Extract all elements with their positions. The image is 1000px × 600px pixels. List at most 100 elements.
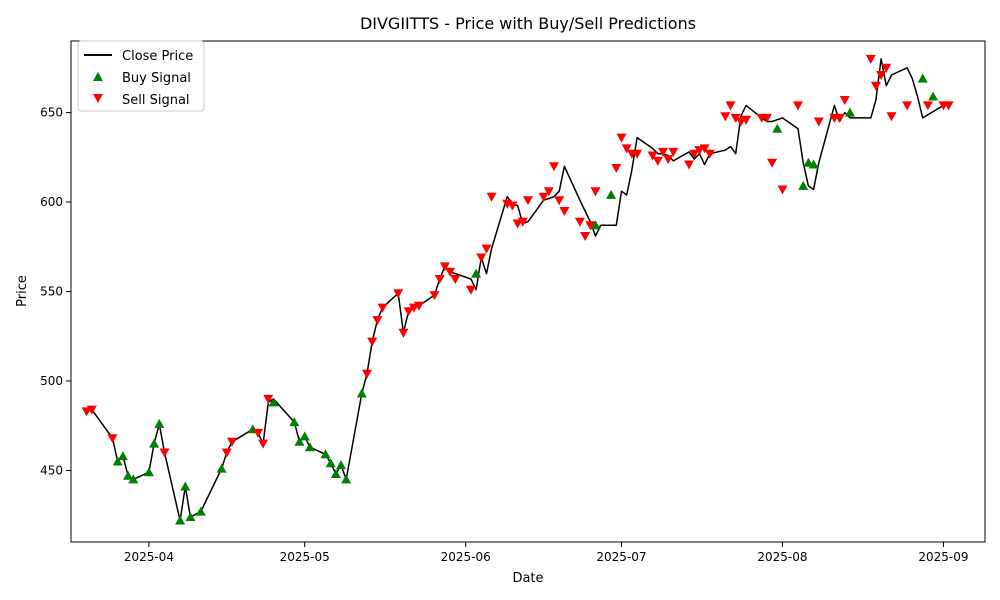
x-tick-label: 2025-08 xyxy=(757,550,807,564)
buy-signal-marker xyxy=(268,397,279,407)
buy-signal-marker xyxy=(928,91,939,101)
legend-sell-marker xyxy=(93,94,103,103)
sell-signal-marker xyxy=(834,113,845,123)
sell-signal-marker xyxy=(429,291,440,301)
sell-signal-marker xyxy=(870,81,881,91)
sell-signal-marker xyxy=(580,232,591,241)
sell-signal-marker xyxy=(450,275,461,284)
y-tick-label: 600 xyxy=(40,195,63,209)
buy-signal-marker xyxy=(356,388,367,398)
sell-signal-marker xyxy=(793,101,803,111)
buy-signal-marker xyxy=(304,442,315,452)
buy-signal-marker xyxy=(195,506,206,516)
buy-signal-marker xyxy=(917,73,928,83)
sell-signal-marker xyxy=(704,149,715,159)
sell-signal-marker xyxy=(221,448,232,458)
x-tick-label: 2025-07 xyxy=(596,550,646,564)
buy-signal-marker xyxy=(845,107,855,117)
sell-signal-marker xyxy=(839,96,850,105)
sell-signal-marker xyxy=(517,217,528,227)
sell-signal-marker xyxy=(377,303,388,313)
x-tick-label: 2025-09 xyxy=(918,550,968,564)
buy-signal-marker xyxy=(772,123,783,133)
axes: 2025-04 2025-05 2025-06 2025-07 2025-08 2025-… xyxy=(40,40,986,564)
sell-signal-marker xyxy=(393,289,404,299)
sell-signal-marker xyxy=(263,394,274,404)
x-tick-label: 2025-06 xyxy=(441,550,491,564)
buy-signal-marker xyxy=(175,515,186,525)
sell-signal-marker xyxy=(611,164,622,173)
sell-signal-marker xyxy=(761,113,772,123)
sell-signal-marker xyxy=(549,162,559,172)
sell-signal-marker xyxy=(413,301,424,311)
sell-signal-marker xyxy=(253,428,263,438)
sell-signal-marker xyxy=(943,101,954,111)
sell-signal-marker xyxy=(86,405,97,415)
sell-signal-marker xyxy=(476,253,487,263)
close-price-line xyxy=(86,58,949,522)
sell-signal-marker xyxy=(486,192,497,202)
sell-signal-marker xyxy=(689,149,700,159)
sell-signal-marker xyxy=(652,156,663,166)
sell-signal-marker xyxy=(777,185,788,195)
sell-signal-marker xyxy=(554,196,565,206)
sell-signal-marker xyxy=(616,133,627,143)
sell-signal-marker xyxy=(902,101,913,111)
legend: Close Price Buy Signal Sell Signal xyxy=(77,40,205,112)
sell-signal-marker xyxy=(445,267,456,277)
legend-buy-marker xyxy=(93,72,103,81)
buy-signal-marker xyxy=(216,463,227,473)
sell-signal-marker xyxy=(647,151,658,161)
sell-signal-marker xyxy=(258,439,269,449)
sell-signal-marker xyxy=(720,112,731,122)
buy-signal-marker xyxy=(149,438,160,448)
buy-signal-marker xyxy=(336,460,346,470)
sell-signal-marker xyxy=(481,244,492,254)
sell-signal-marker xyxy=(227,437,237,447)
sell-signal-marker xyxy=(543,187,554,197)
sell-signal-marker xyxy=(403,307,414,317)
sell-signal-marker xyxy=(684,160,694,170)
buy-signal-marker xyxy=(606,189,617,199)
legend-label-sell: Sell Signal xyxy=(122,93,190,108)
y-tick-label: 500 xyxy=(40,374,63,388)
sell-signal-marker xyxy=(813,117,824,127)
sell-signal-marker xyxy=(621,144,632,154)
sell-signal-marker xyxy=(886,112,897,122)
sell-signal-marker xyxy=(398,328,409,338)
plot-area xyxy=(81,54,954,525)
buy-signal-marker xyxy=(128,474,139,484)
buy-signal-marker xyxy=(798,180,809,190)
sell-signal-marker xyxy=(465,285,476,295)
sell-signal-marker xyxy=(922,101,933,111)
buy-signal-marker xyxy=(123,470,134,480)
buy-signal-marker xyxy=(471,268,482,278)
buy-signal-marker xyxy=(808,159,819,169)
buy-signal-marker xyxy=(299,431,310,441)
buy-signal-marker xyxy=(590,220,601,230)
buy-signal-marker xyxy=(154,418,165,428)
buy-signal-marker xyxy=(112,456,123,466)
y-axis-label: Price xyxy=(15,275,30,307)
buy-signal-marker xyxy=(289,417,300,427)
buy-signal-marker xyxy=(180,481,191,491)
x-tick-label: 2025-05 xyxy=(280,550,330,564)
sell-signal-marker xyxy=(632,149,643,159)
chart-title: DIVGIITTS - Price with Buy/Sell Predicti… xyxy=(360,14,696,33)
sell-signal-marker xyxy=(372,316,383,326)
sell-signal-marker xyxy=(699,144,710,154)
sell-signal-marker xyxy=(767,158,778,168)
y-tick-label: 550 xyxy=(40,285,63,299)
x-tick-label: 2025-04 xyxy=(124,550,174,564)
sell-signal-marker xyxy=(574,217,585,227)
buy-signal-marker xyxy=(341,474,352,484)
sell-signal-marker xyxy=(865,54,876,64)
buy-signal-marker xyxy=(143,467,154,477)
sell-signal-marker xyxy=(507,201,518,211)
buy-signal-marker xyxy=(330,469,341,478)
sell-signal-marker xyxy=(538,192,549,202)
sell-signal-marker xyxy=(658,147,668,157)
legend-label-close: Close Price xyxy=(122,49,193,64)
y-tick-label: 650 xyxy=(40,106,63,120)
sell-signal-marker xyxy=(876,71,887,80)
